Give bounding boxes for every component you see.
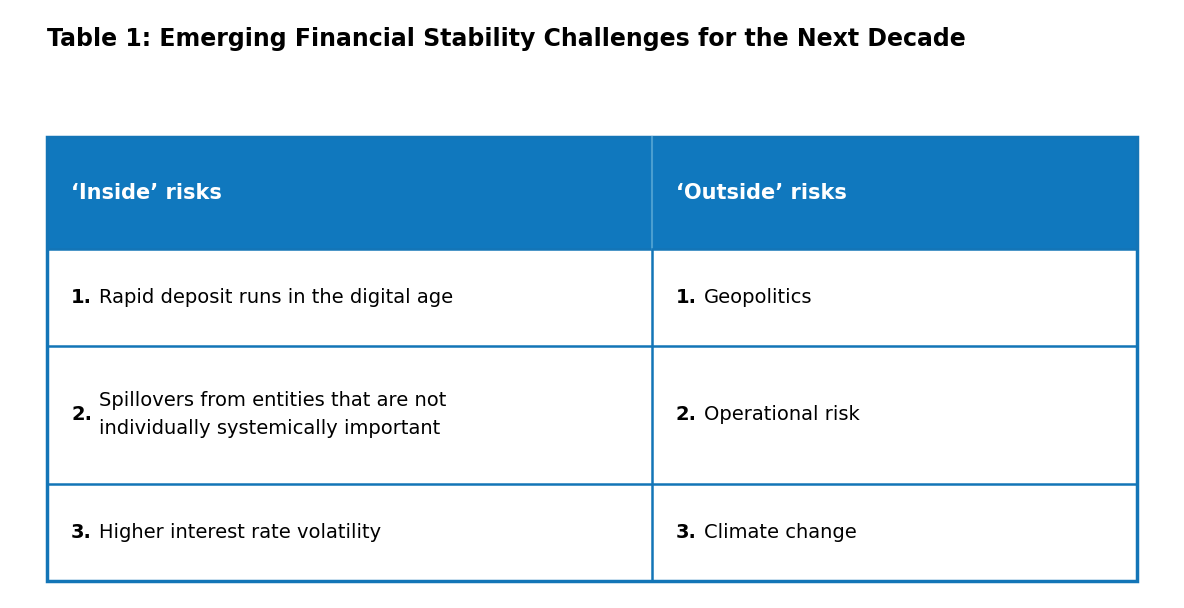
Text: Spillovers from entities that are not
individually systemically important: Spillovers from entities that are not in…: [99, 392, 446, 438]
Text: Higher interest rate volatility: Higher interest rate volatility: [99, 523, 381, 542]
Text: Table 1: Emerging Financial Stability Challenges for the Next Decade: Table 1: Emerging Financial Stability Ch…: [47, 27, 966, 51]
Text: ‘Inside’ risks: ‘Inside’ risks: [71, 183, 221, 203]
Text: Climate change: Climate change: [704, 523, 857, 542]
Text: ‘Outside’ risks: ‘Outside’ risks: [676, 183, 847, 203]
Text: 3.: 3.: [71, 523, 92, 542]
Text: Rapid deposit runs in the digital age: Rapid deposit runs in the digital age: [99, 288, 453, 307]
Text: 2.: 2.: [676, 406, 696, 424]
Text: 1.: 1.: [676, 288, 696, 307]
Text: 1.: 1.: [71, 288, 92, 307]
Text: 3.: 3.: [676, 523, 696, 542]
Text: Operational risk: Operational risk: [704, 406, 860, 424]
Text: Geopolitics: Geopolitics: [704, 288, 812, 307]
Text: 2.: 2.: [71, 406, 92, 424]
